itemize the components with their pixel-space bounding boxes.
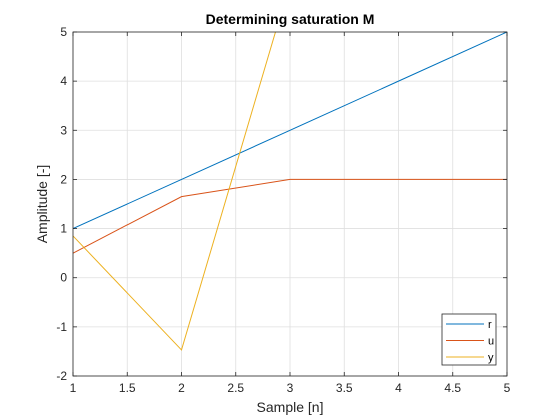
- x-tick-label: 4: [395, 381, 402, 395]
- series-line-r: [73, 32, 507, 230]
- legend-label-r: r: [488, 319, 492, 331]
- y-tick-label: 4: [60, 74, 67, 88]
- y-axis-label: Amplitude [-]: [34, 165, 50, 244]
- x-tick-label: 4.5: [444, 381, 461, 395]
- y-tick-label: 2: [60, 172, 67, 186]
- x-tick-labels: 1 1.5 2 2.5 3 3.5 4 4.5 5: [70, 381, 511, 395]
- y-tick-label: 1: [60, 222, 67, 236]
- x-tick-label: 5: [504, 381, 511, 395]
- x-tick-label: 1.5: [119, 381, 136, 395]
- x-tick-label: 1: [70, 381, 77, 395]
- y-tick-labels: -2 -1 0 1 2 3 4 5: [56, 25, 67, 383]
- y-tick-label: 0: [60, 271, 67, 285]
- x-tick-label: 2.5: [227, 381, 244, 395]
- legend: ruy: [441, 313, 497, 366]
- legend-label-y: y: [488, 352, 494, 364]
- y-tick-label: 5: [60, 25, 67, 39]
- series-line-y: [73, 32, 276, 351]
- x-tick-label: 2: [178, 381, 185, 395]
- chart-title: Determining saturation M: [206, 11, 375, 27]
- x-tick-label: 3: [287, 381, 294, 395]
- y-tick-label: 3: [60, 123, 67, 137]
- x-tick-label: 3.5: [336, 381, 353, 395]
- legend-label-u: u: [488, 336, 494, 348]
- x-axis-label: Sample [n]: [257, 399, 324, 415]
- y-tick-label: -2: [56, 369, 67, 383]
- y-tick-label: -1: [56, 320, 67, 334]
- axes-box: [72, 31, 508, 377]
- series-lines: [73, 32, 507, 351]
- series-line-u: [73, 178, 507, 254]
